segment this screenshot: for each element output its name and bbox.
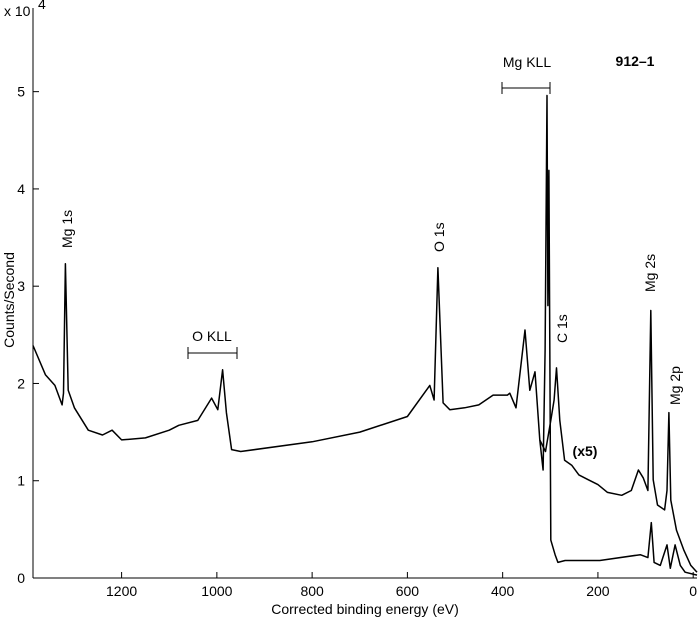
peak-annotation: Mg 2p <box>667 366 683 405</box>
x-tick-label: 0 <box>689 583 697 599</box>
y-multiplier: x 10 <box>4 3 31 19</box>
y-multiplier-exponent: 4 <box>38 0 46 12</box>
y-tick-label: 1 <box>17 473 25 489</box>
x-tick-label: 200 <box>586 583 610 599</box>
peak-annotation: Mg KLL <box>503 54 551 70</box>
x-tick-label: 1000 <box>201 583 232 599</box>
mg-kll-bracket <box>501 82 551 94</box>
peak-annotation: O 1s <box>431 222 447 252</box>
y-axis-label: Counts/Second <box>1 252 17 348</box>
peak-annotation: O KLL <box>192 328 232 344</box>
x-tick-label: 400 <box>491 583 515 599</box>
y-tick-label: 5 <box>17 84 25 100</box>
x-tick-label: 600 <box>396 583 420 599</box>
chart-title: 912–1 <box>616 53 655 69</box>
y-tick-label: 2 <box>17 375 25 391</box>
peak-annotation: Mg 1s <box>59 210 75 248</box>
peak-annotation: (x5) <box>573 443 598 459</box>
y-tick-label: 0 <box>17 570 25 586</box>
x-axis-label: Corrected binding energy (eV) <box>271 601 459 617</box>
o-kll-bracket <box>187 347 238 359</box>
x-tick-label: 800 <box>300 583 324 599</box>
x-tick-label: 1200 <box>106 583 137 599</box>
y-tick-label: 3 <box>17 278 25 294</box>
spectrum-line <box>32 94 698 576</box>
peak-annotation: Mg 2s <box>642 254 658 292</box>
y-tick-label: 4 <box>17 181 25 197</box>
peak-annotation: C 1s <box>554 314 570 343</box>
spectrum-line <box>539 309 698 573</box>
